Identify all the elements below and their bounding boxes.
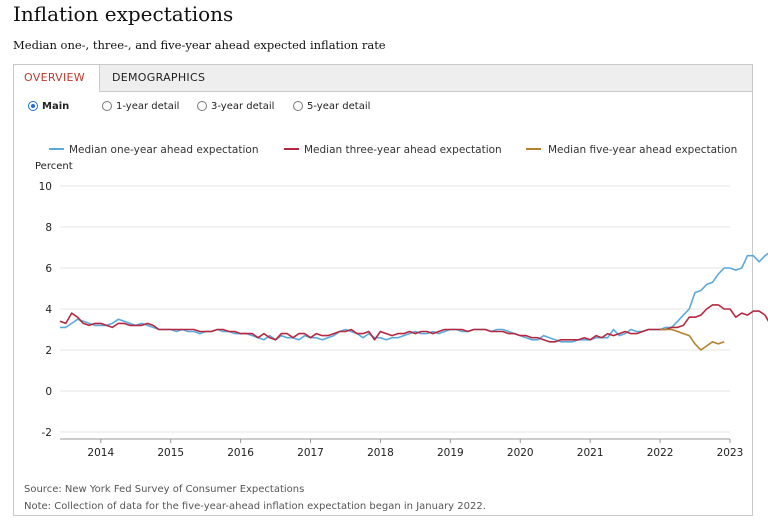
radio-icon bbox=[102, 101, 112, 111]
series-line-five-year bbox=[660, 328, 725, 351]
x-tick-label: 2016 bbox=[227, 447, 254, 459]
series-line-one-year bbox=[60, 252, 768, 343]
radio-icon bbox=[197, 101, 207, 111]
x-tick-label: 2018 bbox=[367, 447, 394, 459]
y-tick-label: 6 bbox=[45, 263, 52, 275]
x-tick-label: 2023 bbox=[717, 447, 744, 459]
option-label: 5-year detail bbox=[307, 101, 371, 112]
x-tick-label: 2017 bbox=[297, 447, 324, 459]
tab-overview[interactable]: OVERVIEW bbox=[14, 65, 100, 92]
x-tick-label: 2015 bbox=[157, 447, 184, 459]
chart-panel: OVERVIEW DEMOGRAPHICS Main 1-year detail… bbox=[13, 64, 753, 516]
radio-selected-icon bbox=[28, 101, 38, 111]
radio-icon bbox=[293, 101, 303, 111]
option-label: 1-year detail bbox=[116, 101, 180, 112]
data-note: Note: Collection of data for the five-ye… bbox=[24, 501, 486, 512]
y-tick-labels: -2 0 2 4 6 8 10 bbox=[39, 181, 53, 439]
series-line-three-year bbox=[59, 304, 768, 343]
option-label: Main bbox=[42, 101, 70, 112]
source-note: Source: New York Fed Survey of Consumer … bbox=[24, 484, 305, 495]
y-tick-label: 2 bbox=[45, 345, 52, 357]
y-tick-label: 0 bbox=[45, 386, 52, 398]
y-axis-label: Percent bbox=[35, 161, 73, 172]
x-axis: 2014 2015 2016 2017 2018 2019 2020 2021 2022 2023 bbox=[60, 438, 744, 459]
tab-bar: OVERVIEW DEMOGRAPHICS bbox=[14, 65, 752, 92]
x-tick-label: 2019 bbox=[437, 447, 464, 459]
grid-lines bbox=[60, 185, 730, 433]
page-subtitle: Median one-, three-, and five-year ahead… bbox=[13, 38, 386, 52]
y-tick-label: 8 bbox=[45, 222, 52, 234]
option-label: 3-year detail bbox=[211, 101, 275, 112]
x-tick-label: 2022 bbox=[647, 447, 674, 459]
series-lines bbox=[59, 252, 768, 351]
tab-demographics[interactable]: DEMOGRAPHICS bbox=[112, 71, 206, 84]
legend-label-five-year: Median five-year ahead expectation bbox=[548, 144, 737, 156]
x-tick-label: 2014 bbox=[87, 447, 114, 459]
y-tick-label: 10 bbox=[39, 181, 52, 193]
chart-legend: Median one-year ahead expectation Median… bbox=[49, 144, 737, 156]
legend-label-three-year: Median three-year ahead expectation bbox=[304, 144, 502, 156]
x-tick-label: 2021 bbox=[577, 447, 604, 459]
y-tick-label: -2 bbox=[42, 427, 52, 439]
y-tick-label: 4 bbox=[45, 304, 52, 316]
legend-label-one-year: Median one-year ahead expectation bbox=[69, 144, 258, 156]
x-tick-label: 2020 bbox=[507, 447, 534, 459]
page-title: Inflation expectations bbox=[13, 2, 234, 26]
